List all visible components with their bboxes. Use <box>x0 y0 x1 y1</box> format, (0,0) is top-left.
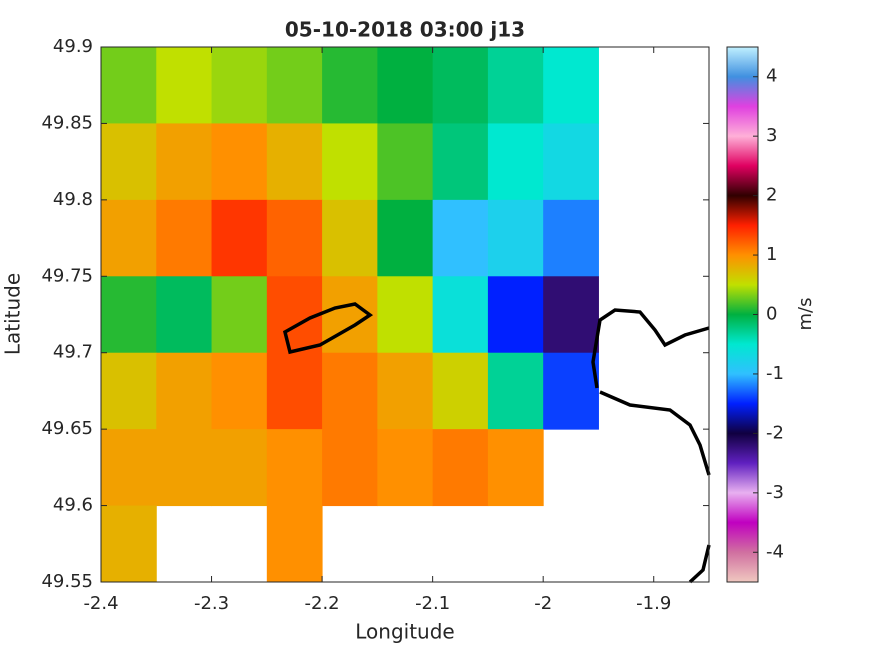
colorbar-tick-label: 2 <box>766 185 777 206</box>
cell <box>432 352 489 430</box>
colorbar <box>727 47 758 582</box>
cell <box>156 47 213 124</box>
y-tick-label: 49.8 <box>53 189 93 210</box>
x-tick-label: -2.4 <box>83 593 118 614</box>
cell <box>101 429 157 507</box>
chart-title: 05-10-2018 03:00 j13 <box>285 18 525 42</box>
cell <box>377 429 434 507</box>
cell <box>543 123 599 201</box>
colorbar-tick-label: 1 <box>766 244 777 265</box>
cell <box>487 276 544 354</box>
x-tick-label: -2.1 <box>415 593 450 614</box>
colorbar-label: m/s <box>795 298 816 331</box>
cell <box>322 199 378 277</box>
cell <box>266 352 323 430</box>
cell <box>487 47 544 124</box>
y-tick-label: 49.9 <box>53 36 93 57</box>
y-tick-label: 49.85 <box>41 112 93 133</box>
cell <box>101 199 157 277</box>
colorbar-tick-label: 0 <box>766 304 777 325</box>
cell <box>377 352 434 430</box>
y-tick-label: 49.75 <box>41 265 93 286</box>
cell <box>432 123 489 201</box>
plot-frame <box>100 46 710 583</box>
cell <box>322 123 378 201</box>
cell <box>266 123 323 201</box>
cell <box>377 276 434 354</box>
cell <box>543 352 599 430</box>
x-axis-label: Longitude <box>355 620 454 644</box>
colorbar-tick-label: 4 <box>766 66 777 87</box>
colorbar-tick-label: -2 <box>766 422 784 443</box>
coastline <box>282 302 711 584</box>
cell <box>487 123 544 201</box>
y-tick-label: 49.65 <box>41 418 93 439</box>
cell <box>211 123 268 201</box>
cell <box>266 47 323 124</box>
cell <box>322 352 378 430</box>
x-tick-label: -2.2 <box>305 593 340 614</box>
cell <box>211 47 268 124</box>
x-tick-label: -2 <box>534 593 552 614</box>
y-tick-label: 49.55 <box>41 571 93 592</box>
cell <box>543 47 599 124</box>
cell <box>432 276 489 354</box>
cell <box>101 352 157 430</box>
cell <box>101 123 157 201</box>
cell <box>211 199 268 277</box>
cell <box>156 276 213 354</box>
x-tick-label: -2.3 <box>194 593 229 614</box>
x-tick-label: -1.9 <box>636 593 671 614</box>
cell <box>266 505 323 583</box>
cell <box>156 199 213 277</box>
y-tick-label: 49.6 <box>53 495 93 516</box>
cell <box>101 276 157 354</box>
y-tick-label: 49.7 <box>53 342 93 363</box>
cell <box>487 429 544 507</box>
cell <box>266 199 323 277</box>
colorbar-tick-label: -3 <box>766 482 784 503</box>
cell <box>432 429 489 507</box>
cell <box>543 276 599 354</box>
cell <box>322 429 378 507</box>
cell <box>156 429 213 507</box>
cell <box>156 352 213 430</box>
cell <box>377 47 434 124</box>
cell <box>266 276 323 354</box>
cell <box>156 123 213 201</box>
cell <box>377 199 434 277</box>
cell <box>101 505 157 583</box>
cell <box>377 123 434 201</box>
field <box>101 47 599 583</box>
cell <box>211 429 268 507</box>
cell <box>322 47 378 124</box>
cell <box>211 352 268 430</box>
colorbar-tick-label: 3 <box>766 125 777 146</box>
cell <box>211 276 268 354</box>
cell <box>487 199 544 277</box>
colorbar-tick-label: -1 <box>766 363 784 384</box>
cell <box>543 199 599 277</box>
colorbar-tick-label: -4 <box>766 541 784 562</box>
y-axis-label: Latitude <box>1 273 25 355</box>
cell <box>432 199 489 277</box>
cell <box>432 47 489 124</box>
cell <box>266 429 323 507</box>
cell <box>101 47 157 124</box>
cell <box>487 352 544 430</box>
